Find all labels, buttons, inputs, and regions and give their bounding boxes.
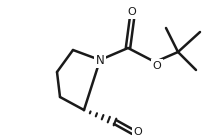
- Text: O: O: [134, 127, 142, 137]
- Text: O: O: [128, 7, 136, 17]
- Text: O: O: [153, 61, 161, 71]
- Text: N: N: [96, 53, 104, 66]
